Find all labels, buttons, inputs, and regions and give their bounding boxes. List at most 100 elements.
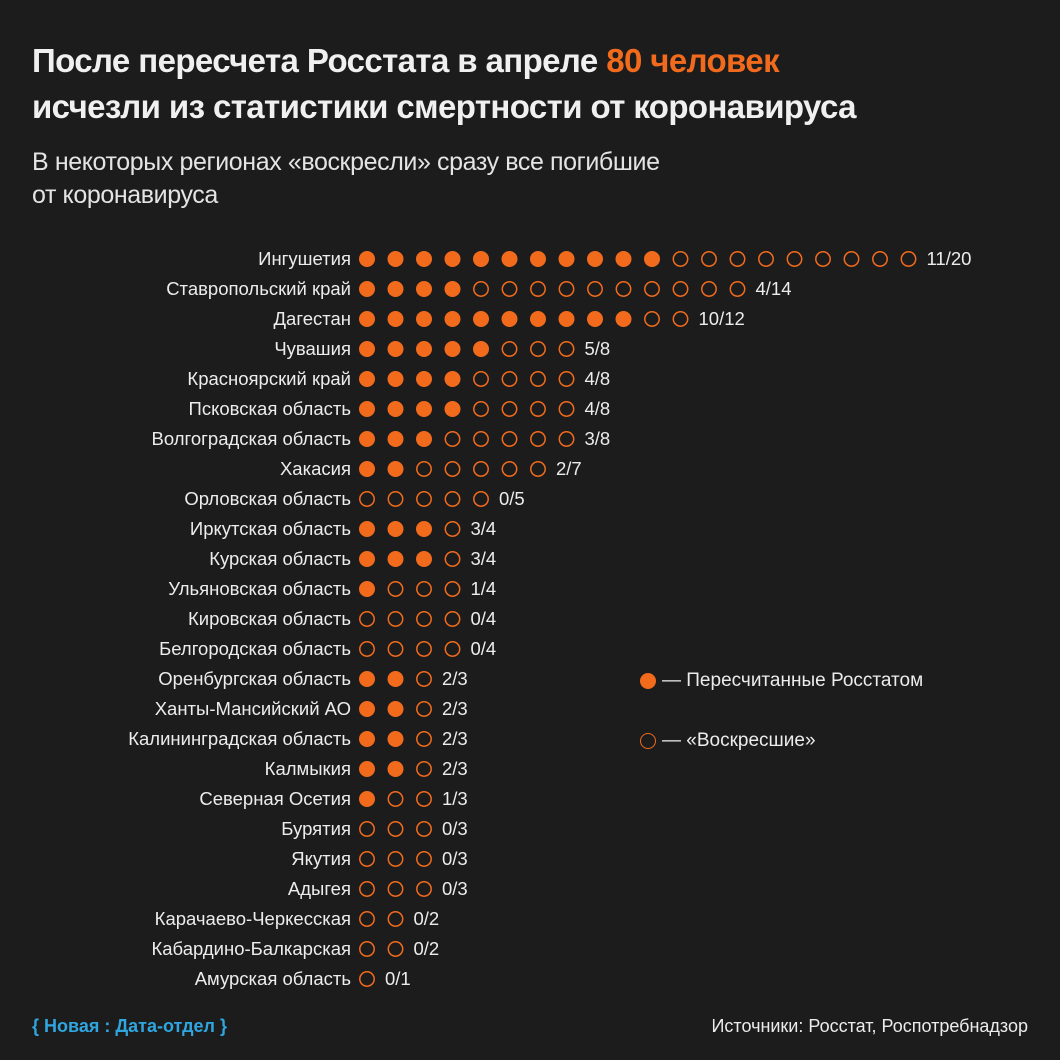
recounted-dot [387, 521, 404, 537]
resurrected-dot [672, 311, 689, 327]
recounted-dot [416, 281, 432, 297]
resurrected-dot [416, 491, 432, 507]
recounted-dot [359, 461, 375, 477]
recounted-dot [387, 551, 404, 567]
region-label: Курская область [209, 548, 351, 569]
recounted-dot [359, 371, 375, 387]
row-value-label: 2/3 [442, 728, 468, 749]
resurrected-dot [416, 701, 432, 717]
recounted-dot [501, 311, 518, 327]
recounted-dot [387, 671, 404, 687]
row-value-label: 0/4 [470, 608, 497, 629]
resurrected-dot [786, 251, 803, 267]
resurrected-dot [473, 491, 489, 507]
resurrected-dot [416, 791, 432, 807]
resurrected-dot [501, 281, 518, 297]
chart-subtitle: В некоторых регионах «воскресли» сразу в… [32, 146, 660, 212]
region-label: Дагестан [273, 308, 351, 329]
empty-dot-icon [640, 733, 656, 749]
row-value-label: 0/5 [499, 488, 525, 509]
row-value-label: 2/7 [556, 458, 582, 479]
recounted-dot [416, 551, 432, 567]
resurrected-dot [359, 911, 375, 927]
resurrected-dot [416, 851, 432, 867]
row-value-label: 0/2 [413, 938, 440, 959]
row-value-label: 1/4 [470, 578, 497, 599]
resurrected-dot [672, 251, 689, 267]
resurrected-dot [359, 641, 375, 657]
region-label: Калининградская область [128, 728, 351, 749]
resurrected-dot [558, 431, 575, 447]
resurrected-dot [416, 641, 432, 657]
resurrected-dot [615, 281, 632, 297]
legend-empty: — «Воскресшие» [640, 730, 816, 752]
recounted-dot [359, 761, 375, 777]
recounted-dot [530, 251, 546, 267]
recounted-dot [387, 731, 404, 747]
title-part1: После пересчета Росстата в апреле [32, 42, 607, 79]
resurrected-dot [359, 851, 375, 867]
recounted-dot [359, 281, 375, 297]
resurrected-dot [587, 281, 603, 297]
resurrected-dot [644, 311, 660, 327]
resurrected-dot [444, 551, 461, 567]
resurrected-dot [359, 971, 375, 987]
resurrected-dot [359, 491, 375, 507]
recounted-dot [359, 341, 375, 357]
region-label: Чувашия [274, 338, 351, 359]
row-value-label: 5/8 [584, 338, 611, 359]
resurrected-dot [501, 371, 518, 387]
title-line2: исчезли из статистики смертности от коро… [32, 88, 857, 125]
title-highlight: 80 человек [606, 42, 779, 79]
resurrected-dot [501, 341, 518, 357]
recounted-dot [501, 251, 518, 267]
row-value-label: 2/3 [442, 668, 468, 689]
row-value-label: 0/3 [442, 818, 468, 839]
resurrected-dot [416, 581, 432, 597]
recounted-dot [359, 701, 375, 717]
resurrected-dot [416, 731, 432, 747]
resurrected-dot [387, 881, 404, 897]
recounted-dot [444, 341, 461, 357]
region-label: Бурятия [281, 818, 351, 839]
recounted-dot [359, 431, 375, 447]
row-value-label: 0/3 [442, 878, 468, 899]
resurrected-dot [530, 431, 546, 447]
resurrected-dot [558, 281, 575, 297]
recounted-dot [387, 761, 404, 777]
recounted-dot [558, 311, 575, 327]
recounted-dot [530, 311, 546, 327]
resurrected-dot [644, 281, 660, 297]
resurrected-dot [729, 251, 746, 267]
recounted-dot [615, 311, 632, 327]
resurrected-dot [672, 281, 689, 297]
subtitle-line2: от коронавируса [32, 181, 218, 209]
resurrected-dot [416, 821, 432, 837]
row-value-label: 4/14 [755, 278, 792, 299]
recounted-dot [359, 251, 375, 267]
resurrected-dot [387, 821, 404, 837]
recounted-dot [473, 311, 489, 327]
resurrected-dot [473, 371, 489, 387]
resurrected-dot [872, 251, 888, 267]
region-label: Адыгея [287, 878, 351, 899]
recounted-dot [387, 251, 404, 267]
recounted-dot [359, 401, 375, 417]
region-label: Калмыкия [264, 758, 351, 779]
region-label: Карачаево-Черкесская [154, 908, 351, 929]
recounted-dot [416, 311, 432, 327]
recounted-dot [359, 551, 375, 567]
resurrected-dot [416, 461, 432, 477]
resurrected-dot [530, 341, 546, 357]
recounted-dot [444, 401, 461, 417]
resurrected-dot [416, 881, 432, 897]
resurrected-dot [387, 581, 404, 597]
region-label: Волгоградская область [151, 428, 351, 449]
row-value-label: 11/20 [926, 248, 972, 269]
resurrected-dot [387, 611, 404, 627]
resurrected-dot [387, 941, 404, 957]
recounted-dot [387, 311, 404, 327]
recounted-dot [587, 251, 603, 267]
resurrected-dot [729, 281, 746, 297]
row-value-label: 1/3 [442, 788, 468, 809]
